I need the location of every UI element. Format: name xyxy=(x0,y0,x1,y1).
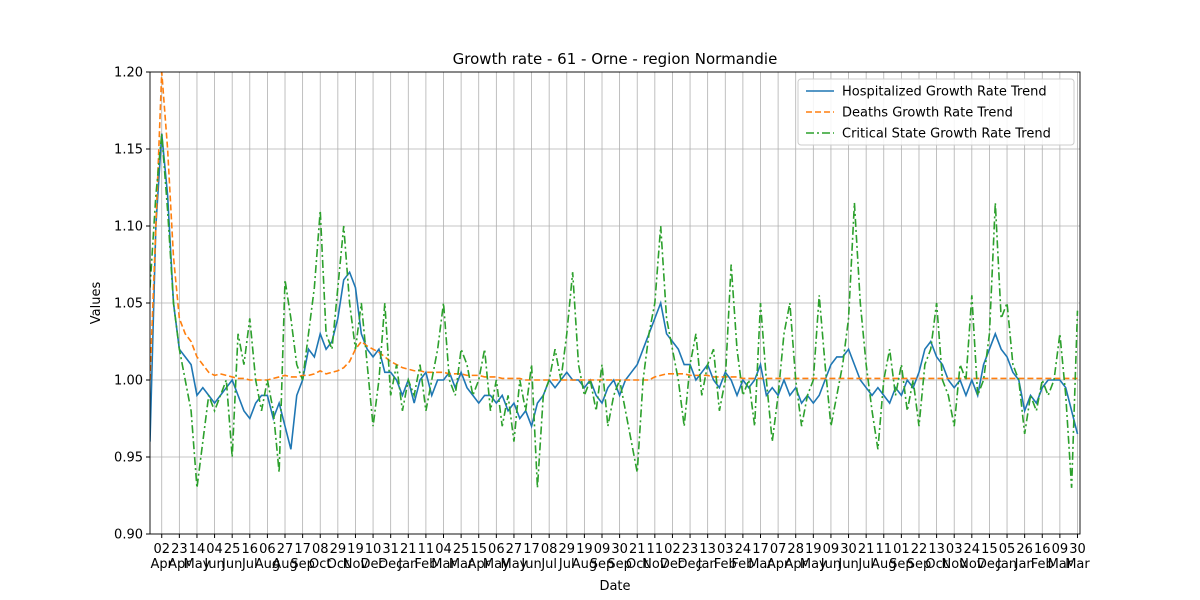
x-tick-label: 30 Sep xyxy=(607,542,632,572)
chart-title: Growth rate - 61 - Orne - region Normand… xyxy=(453,50,778,68)
x-tick-label: 28 Apr xyxy=(784,542,807,572)
x-tick-label: 30 Mar xyxy=(1065,542,1090,572)
x-tick-label: 08 Jul xyxy=(540,542,558,572)
x-tick-label: 24 Nov xyxy=(959,542,985,572)
x-tick-label: 15 Apr xyxy=(467,542,490,572)
x-tick-label: 09 Sep xyxy=(589,542,615,572)
x-tick-label: 30 Jun xyxy=(838,542,859,572)
x-tick-label: 24 Feb xyxy=(731,542,755,572)
y-axis-label: Values xyxy=(89,282,104,325)
x-tick-label: 13 Jan xyxy=(697,542,718,572)
y-tick-label: 1.15 xyxy=(114,143,143,158)
x-tick-label: 11 Nov xyxy=(642,542,668,572)
x-tick-label: 09 Mar xyxy=(1047,542,1073,572)
x-tick-label: 06 May xyxy=(482,542,510,572)
y-tick-label: 1.10 xyxy=(114,220,143,235)
y-tick-label: 0.95 xyxy=(114,451,143,466)
x-tick-label: 02 Apr xyxy=(150,542,173,572)
x-tick-label: 16 Jul xyxy=(241,542,259,572)
y-tick-label: 1.00 xyxy=(114,374,143,389)
y-tick-label: 0.90 xyxy=(114,528,143,543)
x-tick-label: 02 Dec xyxy=(659,542,686,572)
x-tick-label: 19 Aug xyxy=(571,542,598,572)
x-tick-label: 27 May xyxy=(500,542,528,572)
y-tick-label: 1.20 xyxy=(114,66,143,81)
x-tick-label: 01 Sep xyxy=(889,542,914,572)
legend-label: Deaths Growth Rate Trend xyxy=(842,106,1013,121)
x-tick-label: 14 May xyxy=(183,542,211,572)
x-tick-label: 16 Feb xyxy=(1030,542,1054,572)
x-tick-label: 09 Jun xyxy=(820,542,842,572)
x-tick-label: 27 Aug xyxy=(272,542,298,572)
x-tick-label: 04 Jun xyxy=(204,542,225,572)
x-tick-label: 19 May xyxy=(799,542,827,572)
x-tick-label: 13 Oct xyxy=(925,542,948,572)
x-tick-label: 08 Oct xyxy=(308,542,332,572)
x-tick-label: 31 Dec xyxy=(378,542,404,572)
y-tick-label: 1.05 xyxy=(114,297,143,312)
x-tick-label: 25 Mar xyxy=(448,542,474,572)
x-axis-label: Date xyxy=(599,579,630,594)
x-tick-label: 10 Dec xyxy=(360,542,386,572)
x-tick-label: 29 Jul xyxy=(558,542,576,572)
x-tick-label: 29 Oct xyxy=(326,542,350,572)
x-tick-label: 07 Apr xyxy=(766,542,790,572)
x-tick-label: 03 Feb xyxy=(713,542,737,572)
data-line xyxy=(150,133,1079,450)
x-tick-label: 22 Sep xyxy=(906,542,932,572)
data-line xyxy=(150,133,1079,488)
legend-label: Critical State Growth Rate Trend xyxy=(842,127,1051,142)
x-tick-label: 11 Aug xyxy=(871,542,897,572)
x-tick-label: 23 Dec xyxy=(677,542,703,572)
x-tick-label: 23 Apr xyxy=(168,542,191,572)
x-tick-label: 17 Mar xyxy=(748,542,773,572)
x-tick-label: 17 Sep xyxy=(290,542,315,572)
x-tick-label: 21 Oct xyxy=(625,542,649,572)
x-tick-label: 19 Nov xyxy=(342,542,369,572)
x-tick-label: 17 Jun xyxy=(521,542,542,572)
plot-frame xyxy=(149,71,1081,535)
legend-label: Hospitalized Growth Rate Trend xyxy=(842,85,1047,100)
x-tick-label: 15 Dec xyxy=(976,542,1002,572)
x-tick-label: 04 Mar xyxy=(431,542,456,572)
x-tick-label: 06 Aug xyxy=(254,542,281,572)
legend-box xyxy=(797,78,1075,146)
x-tick-label: 25 Jun xyxy=(222,542,243,572)
x-tick-label: 05 Jan xyxy=(997,542,1018,572)
x-tick-label: 11 Feb xyxy=(414,542,438,572)
x-tick-label: 03 Nov xyxy=(941,542,967,572)
x-tick-label: 26 Jan xyxy=(1014,542,1035,572)
x-tick-label: 21 Jul xyxy=(857,542,875,572)
x-tick-label: 21 Jan xyxy=(398,542,419,572)
